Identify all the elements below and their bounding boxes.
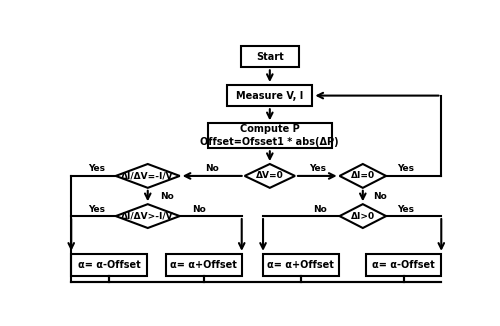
FancyBboxPatch shape bbox=[71, 254, 147, 276]
FancyBboxPatch shape bbox=[208, 123, 332, 148]
Text: Yes: Yes bbox=[397, 205, 414, 214]
Polygon shape bbox=[340, 204, 386, 228]
Text: No: No bbox=[374, 191, 387, 200]
FancyBboxPatch shape bbox=[166, 254, 242, 276]
Text: ΔI/ΔV>-I/V: ΔI/ΔV>-I/V bbox=[122, 212, 174, 221]
Text: Yes: Yes bbox=[88, 164, 105, 173]
Text: ΔI>0: ΔI>0 bbox=[351, 212, 375, 221]
Text: α= α+Offset: α= α+Offset bbox=[268, 260, 334, 270]
Polygon shape bbox=[340, 164, 386, 188]
FancyBboxPatch shape bbox=[227, 85, 312, 106]
Polygon shape bbox=[244, 164, 295, 188]
Text: Yes: Yes bbox=[88, 205, 105, 214]
Text: α= α-Offset: α= α-Offset bbox=[78, 260, 140, 270]
Polygon shape bbox=[116, 204, 180, 228]
Text: ΔI/ΔV=-I/V: ΔI/ΔV=-I/V bbox=[122, 171, 174, 180]
Text: Measure V, I: Measure V, I bbox=[236, 91, 304, 101]
Text: No: No bbox=[192, 205, 206, 214]
Text: Yes: Yes bbox=[309, 164, 326, 173]
FancyBboxPatch shape bbox=[241, 46, 299, 67]
FancyBboxPatch shape bbox=[263, 254, 338, 276]
Text: Yes: Yes bbox=[397, 164, 414, 173]
Text: ΔI=0: ΔI=0 bbox=[351, 171, 375, 180]
Text: No: No bbox=[314, 205, 327, 214]
Text: No: No bbox=[160, 191, 174, 200]
Text: Compute P
Offset=Ofsset1 * abs(ΔP): Compute P Offset=Ofsset1 * abs(ΔP) bbox=[200, 124, 339, 147]
Text: α= α+Offset: α= α+Offset bbox=[170, 260, 237, 270]
Text: α= α-Offset: α= α-Offset bbox=[372, 260, 435, 270]
Text: No: No bbox=[206, 164, 219, 173]
Text: ΔV=0: ΔV=0 bbox=[256, 171, 283, 180]
Polygon shape bbox=[116, 164, 180, 188]
Text: Start: Start bbox=[256, 52, 283, 62]
FancyBboxPatch shape bbox=[366, 254, 442, 276]
